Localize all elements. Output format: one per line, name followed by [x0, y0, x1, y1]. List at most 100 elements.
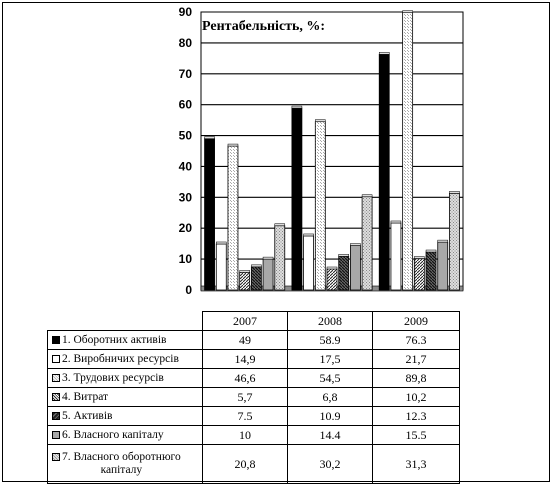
y-tick-label: 30	[179, 190, 193, 204]
table-corner	[48, 312, 203, 331]
bar	[361, 196, 373, 291]
bar	[303, 235, 315, 291]
legend-swatch-2	[52, 354, 60, 363]
bar-top	[350, 243, 361, 246]
bar-top	[262, 256, 274, 260]
table-header-cell: 2008	[287, 311, 373, 331]
table-cell: 6,8	[287, 387, 373, 407]
table-row: 1. Оборотних активів 49 58.9 76.3	[47, 330, 460, 350]
table-cell: 14,9	[202, 349, 288, 369]
table-cell: 7.5	[202, 406, 288, 426]
bar-top	[315, 119, 326, 122]
bar	[291, 107, 303, 291]
bar-top	[449, 191, 460, 194]
table-cell: 89,8	[372, 368, 460, 388]
legend-swatch-4	[52, 392, 60, 401]
table-header-row: 2007 2008 2009	[48, 311, 460, 331]
legend-label: 3. Трудових ресурсів	[62, 371, 164, 384]
bar	[326, 268, 338, 291]
bar	[449, 192, 460, 291]
bar-top	[227, 143, 239, 147]
table-cell: 31,3	[372, 444, 460, 484]
table-cell: 30,2	[287, 444, 373, 484]
table-header-cell: 2009	[372, 311, 460, 331]
bar	[227, 145, 239, 291]
table-row: 5. Активів 7.5 10.9 12.3	[47, 406, 460, 426]
y-tick-label: 60	[179, 98, 193, 112]
chart-title: Рентабельність, %:	[202, 19, 325, 34]
bar	[338, 255, 350, 291]
y-tick-label: 90	[179, 5, 193, 19]
bar	[250, 266, 262, 291]
bar	[390, 222, 402, 291]
bar-top	[338, 254, 349, 257]
y-tick-label: 20	[179, 221, 193, 235]
bar-top	[326, 266, 338, 270]
table-cell: 49	[202, 330, 288, 350]
bar-top	[414, 256, 425, 259]
bar-top	[378, 52, 390, 55]
bar-top	[274, 223, 286, 227]
y-tick-label: 0	[185, 283, 192, 297]
bar	[262, 258, 274, 291]
legend-swatch-3	[52, 373, 60, 382]
legend-swatch-7	[52, 453, 60, 461]
table-cell: 46,6	[202, 368, 288, 388]
table-cell: 17,5	[287, 349, 373, 369]
bar	[314, 121, 326, 291]
table-cell: 14.4	[287, 425, 373, 445]
table-cell: 12.3	[372, 406, 460, 426]
table-row: 4. Витрат 5,7 6,8 10,2	[47, 387, 460, 407]
table-row: 3. Трудових ресурсів 46,6 54,5 89,8	[47, 368, 460, 388]
data-table: 2007 2008 2009 1. Оборотних активів 49 5…	[47, 311, 460, 484]
y-tick-label: 80	[179, 36, 193, 50]
bar-top	[425, 249, 437, 253]
legend-label: 1. Оборотних активів	[62, 333, 167, 346]
legend-label: 4. Витрат	[62, 390, 109, 403]
legend-label: 2. Виробничих ресурсів	[62, 352, 179, 365]
legend-swatch-1	[52, 335, 60, 344]
table-cell: 10.9	[287, 406, 373, 426]
y-tick-label: 40	[179, 159, 193, 173]
bar	[402, 12, 414, 291]
table-cell: 10	[202, 425, 288, 445]
bar	[437, 241, 449, 291]
table-row: 6. Власного капіталу 10 14.4 15.5	[47, 425, 460, 445]
table-cell: 20,8	[202, 444, 288, 484]
bar	[204, 138, 215, 291]
legend-label: 7. Власного оборотнюго капіталу	[62, 451, 181, 476]
table-cell: 58.9	[287, 330, 373, 350]
bar-top	[402, 10, 413, 13]
legend-swatch-6	[52, 430, 60, 439]
bar-top	[291, 105, 303, 109]
table-header-cell: 2007	[202, 311, 288, 331]
legend-swatch-5	[52, 411, 60, 420]
bar-top	[437, 239, 448, 243]
plot-area	[200, 11, 464, 291]
table-cell: 54,5	[287, 368, 373, 388]
bar	[425, 251, 437, 291]
table-cell: 76.3	[372, 330, 460, 350]
bar-top	[390, 220, 402, 224]
table-row: 7. Власного оборотнюго капіталу 20,8 30,2…	[47, 444, 460, 484]
bar-top	[239, 270, 250, 273]
table-cell: 21,7	[372, 349, 460, 369]
table-cell: 10,2	[372, 387, 460, 407]
bar	[274, 225, 286, 291]
bar	[215, 243, 227, 291]
legend-label: 5. Активів	[62, 409, 113, 422]
bar	[413, 258, 425, 291]
bar	[349, 245, 361, 291]
legend-label: 6. Власного капіталу	[62, 428, 164, 441]
y-tick-label: 50	[179, 129, 193, 143]
y-tick-label: 10	[179, 252, 193, 266]
bar-top	[251, 264, 262, 268]
table-row: 2. Виробничих ресурсів 14,9 17,5 21,7	[47, 349, 460, 369]
bar-top	[303, 233, 314, 237]
table-cell: 5,7	[202, 387, 288, 407]
bar	[239, 271, 251, 291]
bar-chart: 0 10 20 30 40 50 60 70 80 90 Рентабельність, %:	[179, 5, 464, 297]
y-tick-label: 70	[179, 67, 193, 81]
bar-top	[204, 136, 215, 139]
bar	[378, 53, 390, 291]
